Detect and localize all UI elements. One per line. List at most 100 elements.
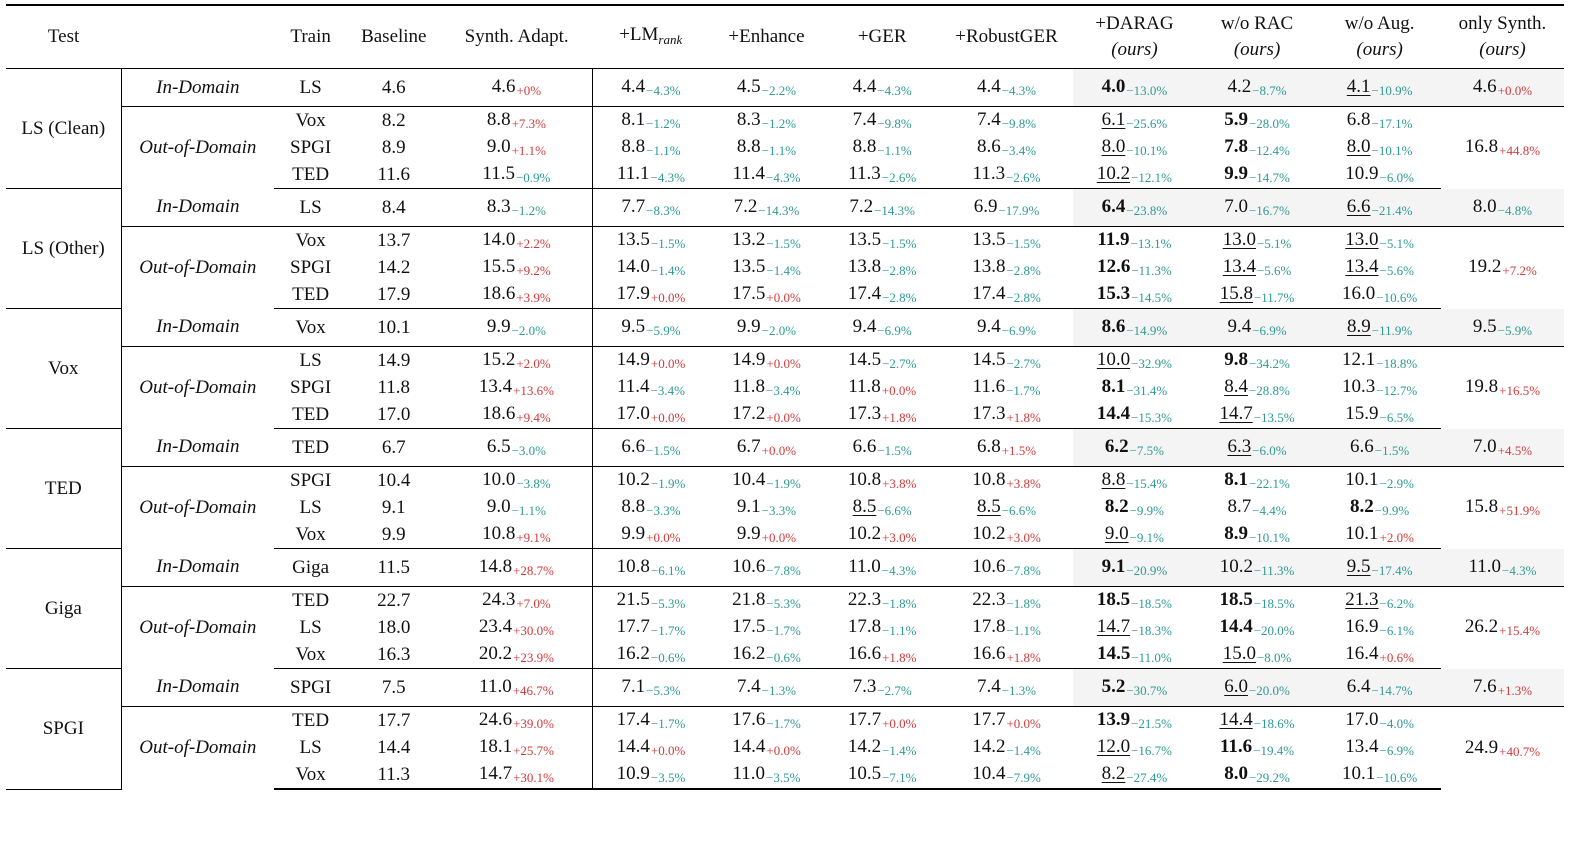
relative-change: −1.4% xyxy=(766,263,801,278)
value-cell: 17.7+0.0% xyxy=(940,707,1073,735)
wer-value: 17.8 xyxy=(847,616,882,637)
relative-change: +1.3% xyxy=(1497,682,1533,698)
value-cell: 13.5−1.5% xyxy=(593,227,709,255)
wer-value: 13.0 xyxy=(1345,229,1379,250)
relative-change: −4.3% xyxy=(1502,562,1537,578)
value-cell: 16.2−0.6% xyxy=(592,641,709,669)
table-row: Out-of-Domain Vox 8.2 8.8+7.3% 8.1−1.2% 8.3−1… xyxy=(6,106,1564,158)
relative-change: −4.3% xyxy=(646,83,681,98)
relative-change: −1.5% xyxy=(1006,236,1041,251)
wer-value: 6.6 xyxy=(1350,436,1374,457)
value-cell: 17.3+1.8% xyxy=(939,401,1074,429)
baseline-value: 11.5 xyxy=(347,548,441,587)
wer-value: 9.5 xyxy=(1472,315,1497,337)
table-row: Out-of-Domain TED 17.7 24.6+39.0% 17.4−1.7% 1… xyxy=(6,706,1564,759)
wer-value: 9.9 xyxy=(621,523,646,544)
test-set-label: Giga xyxy=(6,548,122,669)
wer-value: 17.7 xyxy=(847,709,882,730)
relative-change: +3.0% xyxy=(1006,530,1041,545)
relative-change: −8.7% xyxy=(1252,83,1287,98)
relative-change: −1.1% xyxy=(877,143,912,158)
wer-value: 6.6 xyxy=(621,436,646,457)
wer-value: 9.8 xyxy=(1224,349,1248,370)
value-cell: 17.4−1.7% xyxy=(593,707,709,735)
wer-value: 11.6 xyxy=(1219,736,1253,757)
only-synth-value: 26.2+15.4% xyxy=(1441,587,1564,669)
value-cell: 8.1−31.4% xyxy=(1073,374,1196,401)
relative-change: −9.8% xyxy=(877,116,912,131)
relative-change: −2.9% xyxy=(1379,476,1414,491)
relative-change: −16.7% xyxy=(1248,203,1290,218)
value-cell: 6.6−21.4% xyxy=(1318,188,1441,227)
relative-change: −1.4% xyxy=(882,743,917,758)
in-domain-label: In-Domain xyxy=(121,548,275,587)
value-cell: 8.5−6.6% xyxy=(824,494,940,521)
wer-value: 8.0 xyxy=(1224,763,1248,784)
value-cell: 10.8+3.8% xyxy=(940,467,1073,495)
relative-change: −1.1% xyxy=(646,143,681,158)
wer-value: 7.4 xyxy=(976,676,1001,697)
value-cell: 6.1−25.6% xyxy=(1073,107,1196,135)
value-cell: 8.0−29.2% xyxy=(1195,761,1319,790)
wer-value: 8.8 xyxy=(852,136,877,157)
wer-value: 9.0 xyxy=(486,136,511,157)
value-cell: 18.1+25.7% xyxy=(440,734,594,761)
value-cell: 13.8−2.8% xyxy=(940,254,1073,281)
wer-value: 23.4 xyxy=(478,616,513,637)
value-cell: 4.0−13.0% xyxy=(1073,68,1196,107)
relative-change: −18.6% xyxy=(1253,716,1295,731)
wer-value: 16.9 xyxy=(1345,616,1379,637)
value-cell: 8.3−1.2% xyxy=(709,107,825,135)
baseline-value: 14.2 xyxy=(377,256,411,278)
wer-value: 12.1 xyxy=(1342,349,1376,370)
relative-change: −20.0% xyxy=(1253,623,1295,638)
value-cell: 7.2−14.3% xyxy=(824,188,940,227)
value-cell: 10.5−7.1% xyxy=(824,761,940,790)
value-cell: 13.5−1.4% xyxy=(709,254,825,281)
baseline-value: 10.1 xyxy=(347,308,441,347)
value-cell: 9.9−2.0% xyxy=(440,308,594,347)
relative-change: −1.7% xyxy=(650,623,686,638)
relative-change: +16.5% xyxy=(1499,383,1541,399)
wer-value: 11.0 xyxy=(479,676,512,697)
train-set-label: TED xyxy=(274,428,348,467)
value-cell: 6.0−20.0% xyxy=(1195,668,1319,707)
wer-value: 26.2 xyxy=(1464,616,1499,638)
wer-value: 14.7 xyxy=(1096,616,1131,637)
out-domain-label: Out-of-Domain xyxy=(139,496,257,518)
only-synth-value: 4.6+0.0% xyxy=(1440,68,1564,107)
wer-value: 11.4 xyxy=(732,163,766,184)
table-row: Out-of-Domain TED 22.7 24.3+7.0% 21.5−5.3% 21… xyxy=(6,586,1564,638)
value-cell: 18.5−18.5% xyxy=(1196,587,1319,615)
value-cell: 8.6−14.9% xyxy=(1073,308,1196,347)
only-synth-value: 9.5−5.9% xyxy=(1440,308,1564,347)
value-cell: 11.5−0.9% xyxy=(440,161,594,189)
relative-change: +0.0% xyxy=(650,743,686,758)
value-cell: 14.4−18.6% xyxy=(1196,707,1319,735)
relative-change: +7.0% xyxy=(516,596,551,611)
value-cell: 17.5−1.7% xyxy=(709,614,825,641)
relative-change: −10.1% xyxy=(1371,143,1413,158)
relative-change: −1.5% xyxy=(646,443,681,458)
relative-change: −3.0% xyxy=(511,443,546,458)
relative-change: −12.7% xyxy=(1376,383,1418,398)
value-cell: 8.7−4.4% xyxy=(1196,494,1319,521)
relative-change: −1.7% xyxy=(766,623,801,638)
wer-value: 6.6 xyxy=(1346,196,1371,217)
wer-value: 8.6 xyxy=(1101,316,1126,337)
table-row: Vox 16.3 20.2+23.9% 16.2−0.6% 16.2−0.6% 16.6+… xyxy=(6,641,1564,669)
baseline-value: 14.4 xyxy=(377,736,411,758)
table-row: Vox 9.9 10.8+9.1% 9.9+0.0% 9.9+0.0% 10.2+3.0%… xyxy=(6,521,1564,549)
wer-value: 8.0 xyxy=(1346,136,1371,157)
wer-value: 17.3 xyxy=(847,403,882,424)
wer-value: 24.9 xyxy=(1464,736,1499,758)
value-cell: 6.8−17.1% xyxy=(1318,107,1441,135)
wer-value: 13.5 xyxy=(732,256,766,277)
baseline-value: 10.4 xyxy=(377,469,411,491)
relative-change: −6.9% xyxy=(1252,323,1287,338)
wer-value: 7.4 xyxy=(852,109,877,130)
relative-change: +2.0% xyxy=(516,356,551,371)
value-cell: 17.3+1.8% xyxy=(824,401,940,429)
value-cell: 17.4−2.8% xyxy=(824,281,940,309)
value-cell: 10.9−3.5% xyxy=(592,761,709,790)
